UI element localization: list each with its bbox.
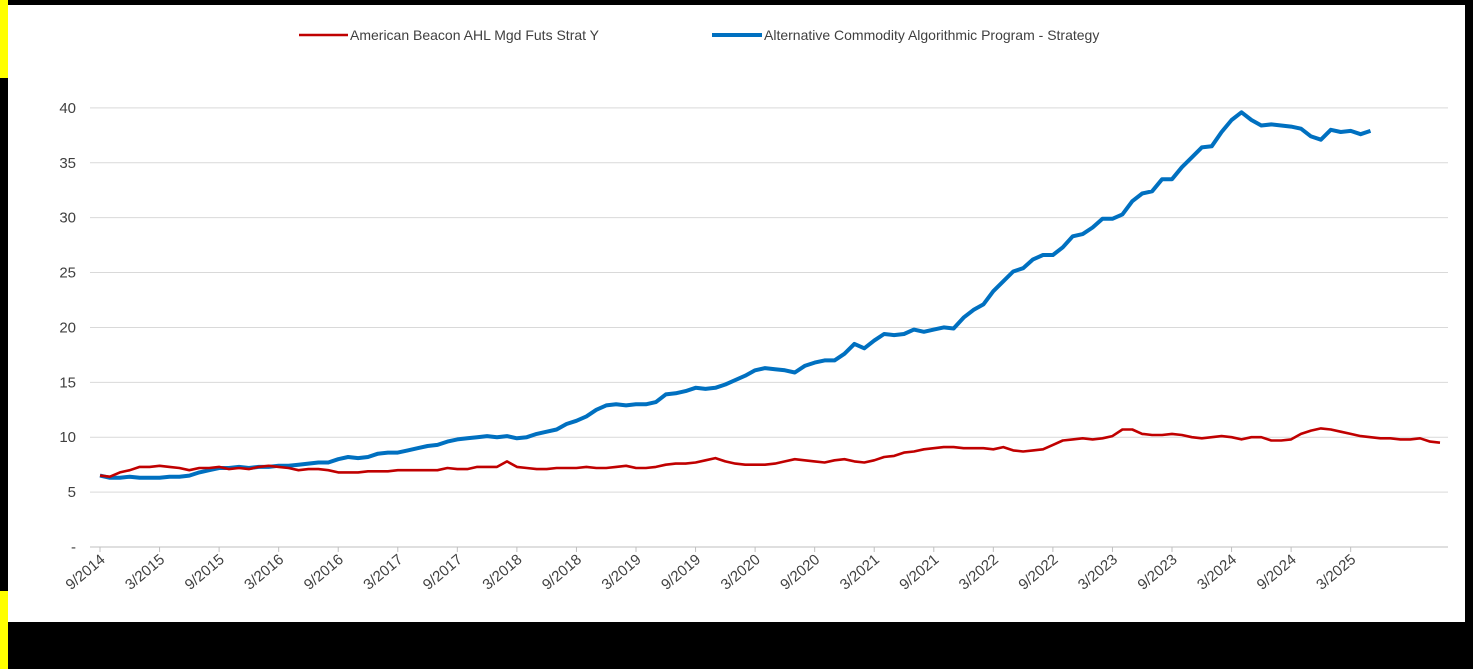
x-axis-tick-labels: 9/2014 3/2015 9/2015 3/2016 9/2016 3/2017 9/20… (62, 547, 1359, 594)
legend-label: Alternative Commodity Algorithmic Progra… (764, 27, 1099, 43)
x-tick-label: 9/2018 (539, 551, 585, 594)
x-tick-label: 3/2021 (837, 551, 883, 594)
chart-panel: - 5 10 15 20 25 30 35 40 9/2014 3/2015 9/2015 3/201… (8, 5, 1465, 622)
series-lines (99, 110, 1441, 480)
y-axis-tick-labels: - 5 10 15 20 25 30 35 40 (59, 100, 76, 556)
x-tick-label: 3/2016 (241, 551, 287, 594)
x-tick-label: 3/2019 (598, 551, 644, 594)
y-tick-label: 15 (59, 374, 76, 391)
edge-mark (0, 590, 8, 591)
x-tick-label: 3/2017 (360, 551, 406, 594)
x-tick-label: 9/2021 (896, 551, 942, 594)
edge-mark (0, 78, 8, 79)
x-tick-label: 3/2018 (479, 551, 525, 594)
x-tick-label: 9/2024 (1254, 551, 1300, 594)
highlight-band-bottom (0, 590, 8, 669)
x-tick-label: 9/2015 (182, 551, 228, 594)
x-tick-label: 9/2017 (420, 551, 466, 594)
gridlines (90, 107, 1448, 548)
x-tick-label: 3/2015 (122, 551, 168, 594)
x-tick-label: 9/2019 (658, 551, 704, 594)
x-tick-label: 9/2022 (1015, 551, 1061, 594)
legend-label: American Beacon AHL Mgd Futs Strat Y (350, 27, 600, 43)
left-edge-strip (0, 0, 8, 669)
y-tick-label: 40 (59, 100, 76, 117)
y-tick-label: 5 (68, 484, 76, 501)
series-line-american-beacon (99, 427, 1441, 479)
x-tick-label: 9/2023 (1134, 551, 1180, 594)
y-tick-label: - (71, 539, 76, 556)
y-tick-label: 20 (59, 319, 76, 336)
y-tick-label: 35 (59, 155, 76, 172)
legend: American Beacon AHL Mgd Futs Strat Y Alte… (299, 27, 1099, 43)
x-tick-label: 3/2024 (1194, 551, 1240, 594)
x-tick-label: 9/2014 (62, 551, 108, 594)
x-tick-label: 9/2020 (777, 551, 823, 594)
x-tick-label: 9/2016 (301, 551, 347, 594)
x-tick-label: 3/2023 (1075, 551, 1121, 594)
line-chart: - 5 10 15 20 25 30 35 40 9/2014 3/2015 9/2015 3/201… (59, 27, 1448, 594)
y-tick-label: 10 (59, 429, 76, 446)
y-tick-label: 30 (59, 210, 76, 227)
highlight-band-top (0, 0, 8, 79)
x-tick-label: 3/2025 (1313, 551, 1359, 594)
series-line-alternative-commodity (99, 110, 1372, 480)
y-tick-label: 25 (59, 265, 76, 282)
x-tick-label: 3/2022 (956, 551, 1002, 594)
x-tick-label: 3/2020 (718, 551, 764, 594)
